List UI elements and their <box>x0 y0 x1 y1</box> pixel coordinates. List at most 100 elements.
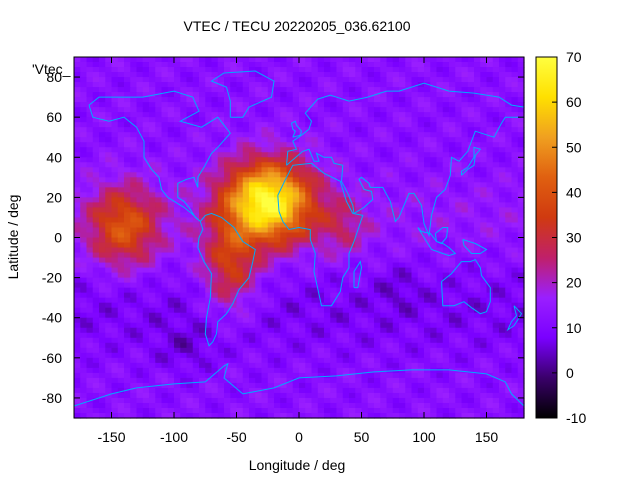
heatmap-cell <box>217 192 225 198</box>
heatmap-cell <box>330 202 338 209</box>
heatmap-cell <box>455 152 463 158</box>
heatmap-cell <box>249 107 256 113</box>
heatmap-cell <box>280 72 288 78</box>
heatmap-cell <box>155 282 163 289</box>
heatmap-cell <box>230 257 238 264</box>
heatmap-cell <box>467 267 475 274</box>
heatmap-cell <box>205 77 213 83</box>
heatmap-cell <box>330 342 338 349</box>
heatmap-cell <box>486 212 494 219</box>
heatmap-cell <box>274 62 281 68</box>
heatmap-cell <box>411 267 419 274</box>
heatmap-cell <box>180 282 188 289</box>
heatmap-cell <box>124 127 131 133</box>
heatmap-cell <box>261 207 269 214</box>
heatmap-cell <box>486 172 494 178</box>
heatmap-cell <box>80 92 88 98</box>
heatmap-cell <box>342 312 350 319</box>
heatmap-cell <box>386 347 394 354</box>
heatmap-cell <box>474 252 481 259</box>
heatmap-cell <box>505 362 513 369</box>
heatmap-cell <box>236 132 244 138</box>
heatmap-cell <box>436 117 444 123</box>
heatmap-cell <box>86 252 94 259</box>
heatmap-cell <box>211 262 219 269</box>
heatmap-cell <box>417 147 425 153</box>
heatmap-cell <box>267 132 275 138</box>
heatmap-cell <box>311 327 319 334</box>
heatmap-cell <box>461 57 469 63</box>
heatmap-cell <box>224 137 231 143</box>
heatmap-cell <box>474 137 481 143</box>
heatmap-cell <box>492 317 500 324</box>
heatmap-cell <box>361 302 369 309</box>
heatmap-cell <box>230 62 238 68</box>
heatmap-cell <box>411 322 419 329</box>
heatmap-cell <box>124 307 131 314</box>
heatmap-cell <box>511 157 519 163</box>
heatmap-cell <box>492 137 500 143</box>
heatmap-cell <box>136 142 144 148</box>
heatmap-cell <box>324 97 331 103</box>
heatmap-cell <box>449 77 456 83</box>
heatmap-cell <box>399 327 406 334</box>
heatmap-cell <box>236 317 244 324</box>
heatmap-cell <box>286 232 294 239</box>
heatmap-cell <box>155 72 163 78</box>
heatmap-cell <box>386 317 394 324</box>
heatmap-cell <box>80 167 88 173</box>
heatmap-cell <box>80 362 88 369</box>
heatmap-cell <box>105 162 113 168</box>
heatmap-cell <box>149 392 156 399</box>
heatmap-cell <box>124 292 131 299</box>
heatmap-cell <box>480 82 488 88</box>
heatmap-cell <box>142 202 150 209</box>
heatmap-cell <box>286 122 294 128</box>
heatmap-cell <box>455 167 463 173</box>
heatmap-cell <box>249 387 256 394</box>
heatmap-cell <box>324 72 331 78</box>
heatmap-cell <box>117 297 125 304</box>
heatmap-cell <box>361 167 369 173</box>
heatmap-cell <box>317 162 325 168</box>
heatmap-cell <box>505 162 513 168</box>
heatmap-cell <box>155 192 163 198</box>
heatmap-cell <box>211 232 219 239</box>
heatmap-cell <box>474 347 481 354</box>
heatmap-cell <box>117 112 125 118</box>
heatmap-cell <box>399 182 406 188</box>
heatmap-cell <box>355 107 363 113</box>
heatmap-cell <box>417 292 425 299</box>
heatmap-cell <box>192 237 200 244</box>
heatmap-cell <box>399 312 406 319</box>
heatmap-cell <box>236 227 244 234</box>
heatmap-cell <box>317 232 325 239</box>
heatmap-cell <box>105 322 113 329</box>
heatmap-cell <box>286 152 294 158</box>
heatmap-cell <box>236 82 244 88</box>
heatmap-cell <box>161 127 169 133</box>
heatmap-cell <box>180 92 188 98</box>
heatmap-cell <box>167 137 175 143</box>
heatmap-cell <box>224 182 231 188</box>
heatmap-cell <box>205 62 213 68</box>
heatmap-cell <box>342 322 350 329</box>
heatmap-cell <box>149 397 156 404</box>
heatmap-cell <box>355 272 363 279</box>
heatmap-cell <box>436 142 444 148</box>
heatmap-cell <box>317 137 325 143</box>
heatmap-cell <box>305 92 313 98</box>
heatmap-cell <box>274 287 281 294</box>
heatmap-cell <box>367 67 375 73</box>
heatmap-cell <box>111 267 119 274</box>
heatmap-cell <box>99 257 106 264</box>
heatmap-cell <box>361 57 369 63</box>
heatmap-cell <box>455 292 463 299</box>
heatmap-cell <box>386 392 394 399</box>
heatmap-cell <box>130 332 138 339</box>
heatmap-cell <box>230 387 238 394</box>
heatmap-cell <box>230 252 238 259</box>
heatmap-cell <box>230 77 238 83</box>
heatmap-cell <box>367 242 375 249</box>
heatmap-cell <box>361 197 369 203</box>
